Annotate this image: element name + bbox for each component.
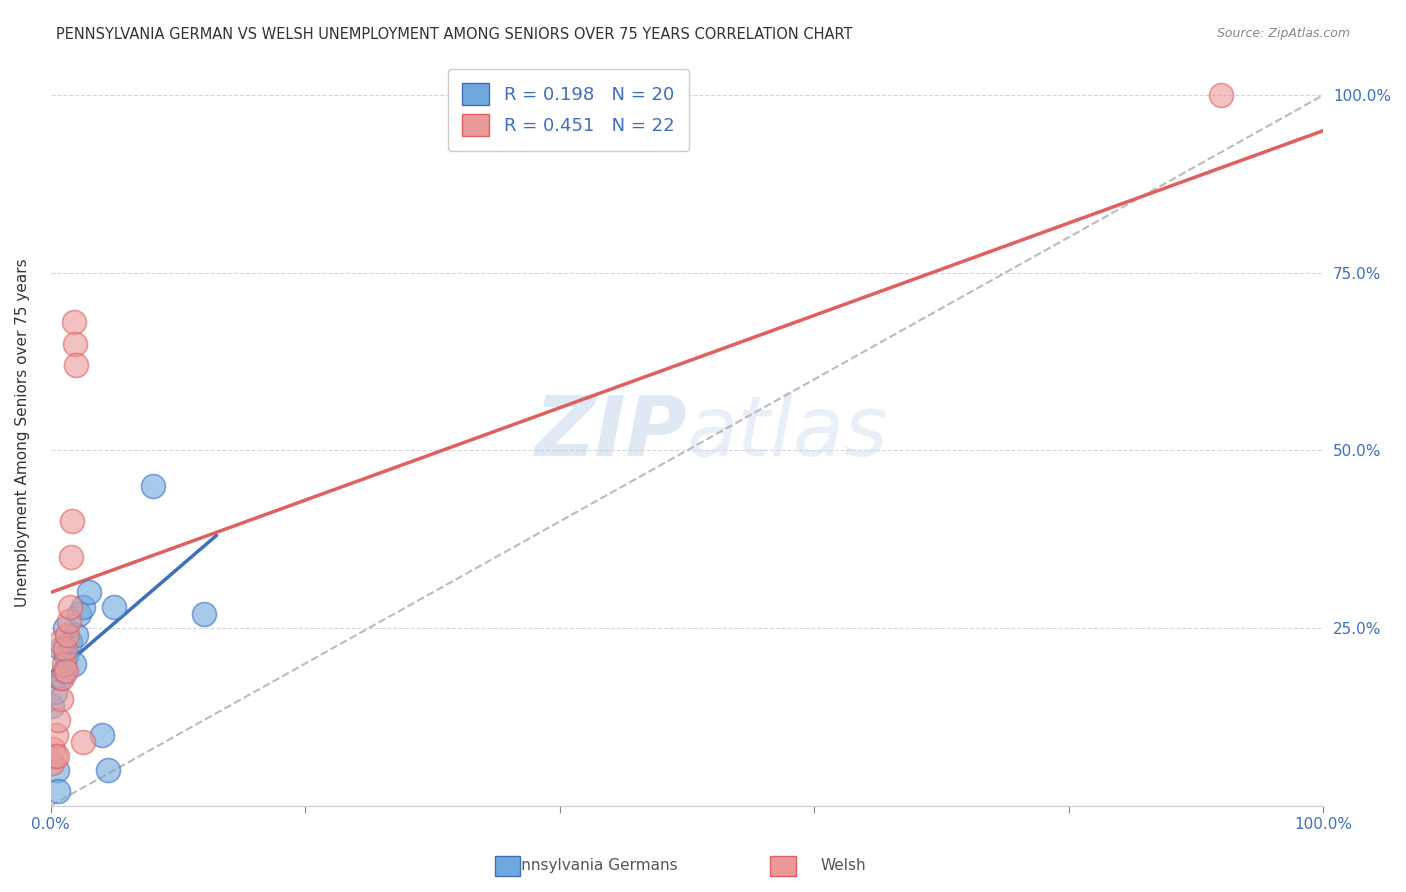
Point — [59, 635, 82, 649]
Point — [48, 714, 70, 728]
Text: atlas: atlas — [688, 392, 889, 473]
Point — [55, 664, 77, 678]
Point — [48, 671, 70, 685]
Point — [63, 336, 86, 351]
Point — [90, 727, 112, 741]
Point — [62, 515, 84, 529]
Point — [142, 479, 165, 493]
Text: PENNSYLVANIA GERMAN VS WELSH UNEMPLOYMENT AMONG SENIORS OVER 75 YEARS CORRELATIO: PENNSYLVANIA GERMAN VS WELSH UNEMPLOYMEN… — [56, 27, 853, 42]
Point — [44, 685, 66, 699]
Point — [56, 628, 79, 642]
Legend: R = 0.198   N = 20, R = 0.451   N = 22: R = 0.198 N = 20, R = 0.451 N = 22 — [449, 69, 689, 151]
Point — [44, 748, 66, 763]
Point — [41, 756, 63, 770]
Point — [52, 664, 75, 678]
Point — [59, 599, 82, 614]
Y-axis label: Unemployment Among Seniors over 75 years: Unemployment Among Seniors over 75 years — [15, 259, 30, 607]
Point — [65, 358, 87, 372]
Point — [1211, 88, 1233, 103]
Point — [65, 628, 87, 642]
Text: Pennsylvania Germans: Pennsylvania Germans — [503, 858, 678, 872]
Point — [53, 621, 76, 635]
Point — [49, 642, 72, 657]
Point — [77, 585, 100, 599]
Point — [72, 599, 94, 614]
Point — [48, 784, 70, 798]
Text: Source: ZipAtlas.com: Source: ZipAtlas.com — [1216, 27, 1350, 40]
Point — [62, 657, 84, 671]
Point — [48, 635, 70, 649]
Point — [72, 734, 94, 748]
Point — [42, 741, 65, 756]
Point — [46, 748, 69, 763]
Point — [62, 316, 84, 330]
Point — [49, 692, 72, 706]
Point — [60, 549, 83, 564]
Point — [55, 649, 77, 664]
Point — [45, 727, 67, 741]
Point — [52, 657, 75, 671]
Point — [58, 614, 80, 628]
Point — [51, 671, 73, 685]
Point — [97, 763, 120, 777]
Point — [193, 607, 215, 621]
Point — [67, 607, 90, 621]
Text: Welsh: Welsh — [821, 858, 866, 872]
Point — [41, 699, 63, 714]
Text: ZIP: ZIP — [534, 392, 688, 473]
Point — [53, 642, 76, 657]
Point — [103, 599, 125, 614]
Point — [46, 763, 69, 777]
